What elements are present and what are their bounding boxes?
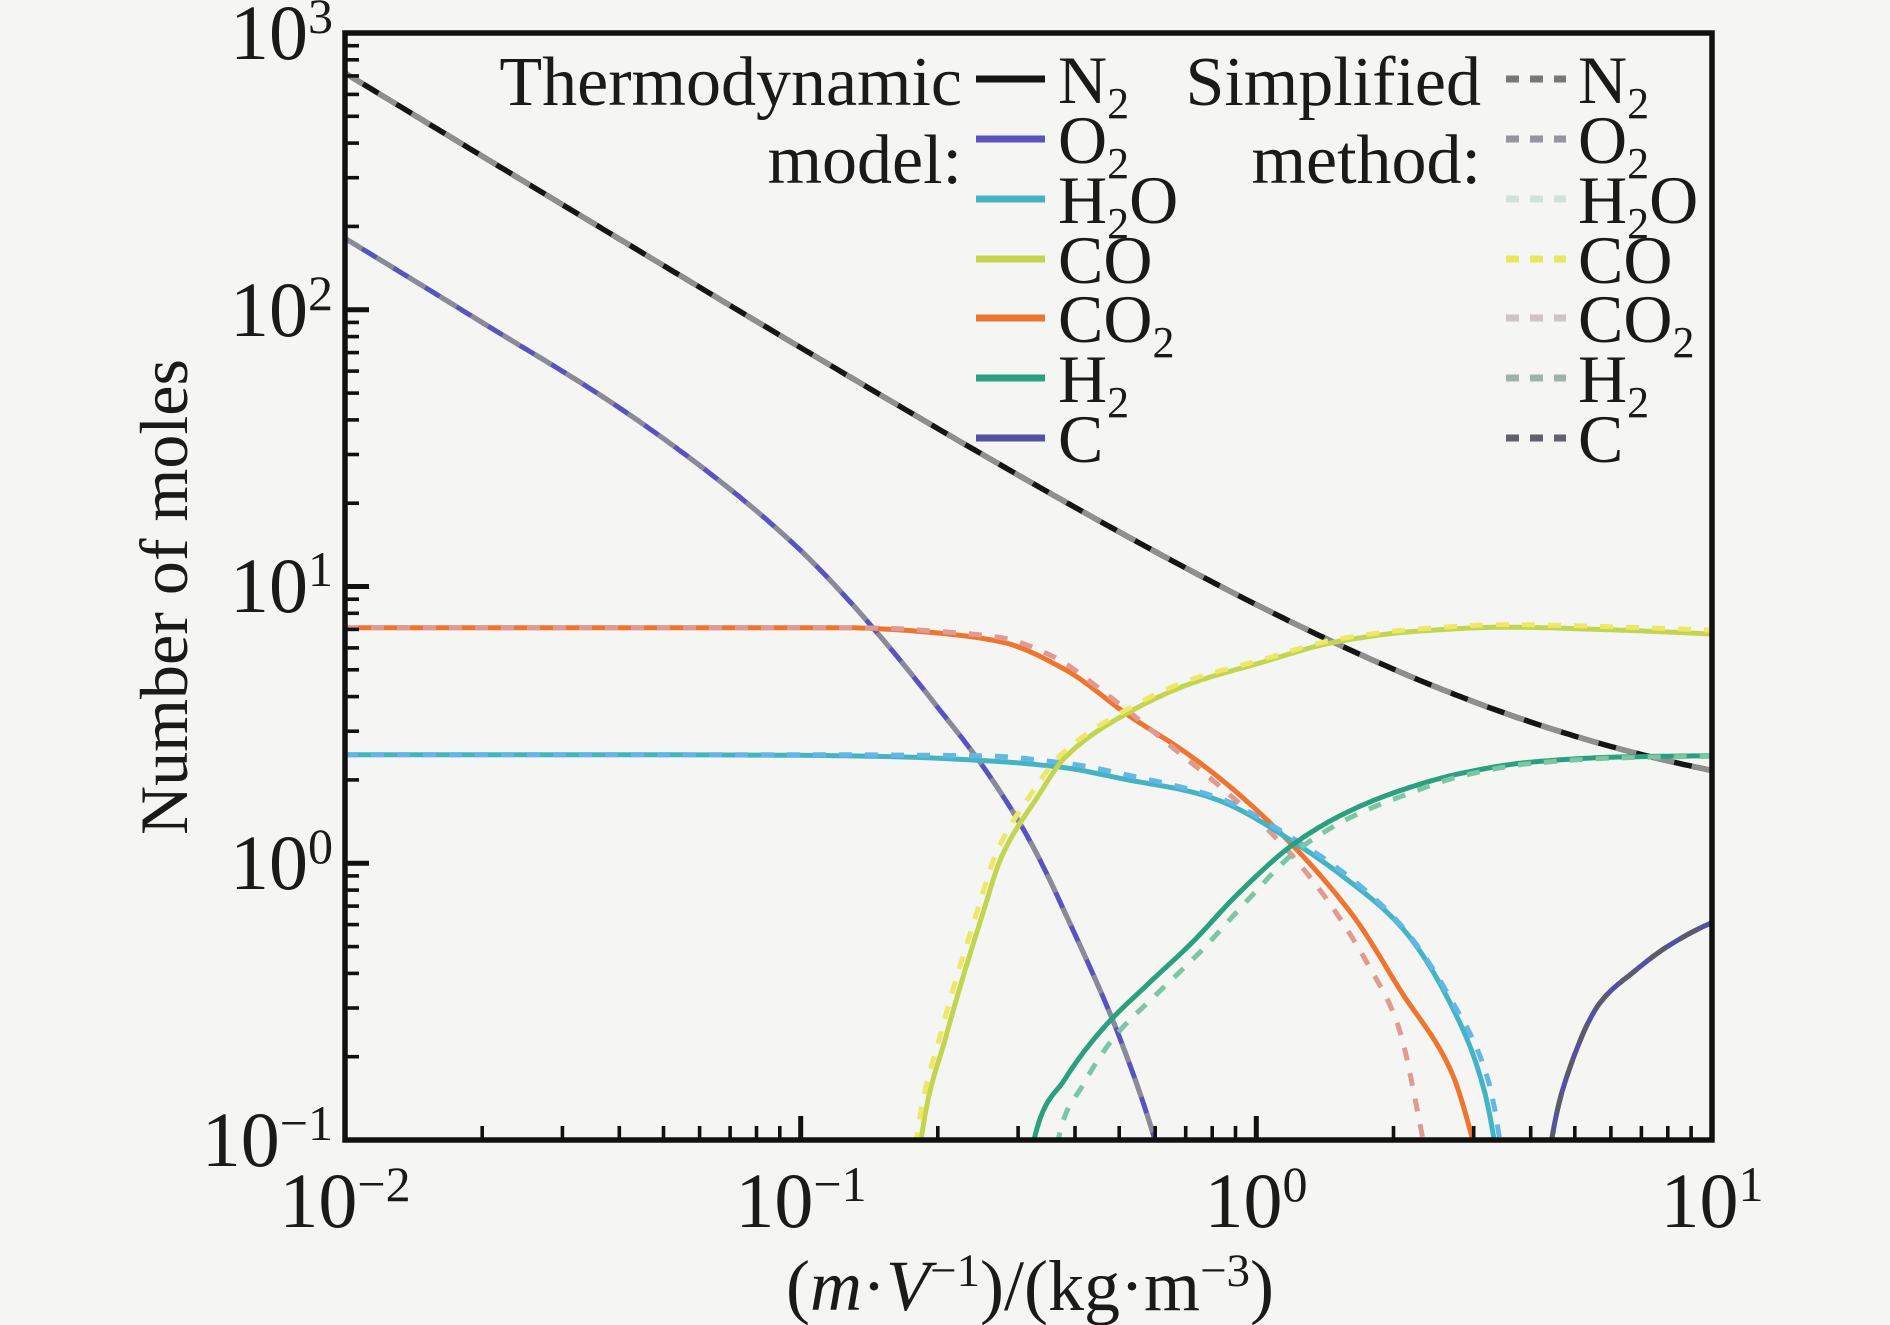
svg-text:Thermodynamic: Thermodynamic bbox=[499, 44, 962, 121]
svg-text:CO: CO bbox=[1058, 222, 1152, 298]
svg-text:Simplified: Simplified bbox=[1185, 44, 1481, 121]
svg-text:method:: method: bbox=[1252, 122, 1481, 199]
svg-text:C: C bbox=[1058, 401, 1103, 477]
svg-text:N2: N2 bbox=[1578, 42, 1649, 128]
svg-text:model:: model: bbox=[768, 122, 962, 199]
svg-text:(m·V−1)/(kg·m−3): (m·V−1)/(kg·m−3) bbox=[786, 1245, 1274, 1325]
svg-text:C: C bbox=[1578, 401, 1623, 477]
svg-text:Number of moles: Number of moles bbox=[126, 359, 202, 835]
svg-text:CO: CO bbox=[1578, 222, 1672, 298]
